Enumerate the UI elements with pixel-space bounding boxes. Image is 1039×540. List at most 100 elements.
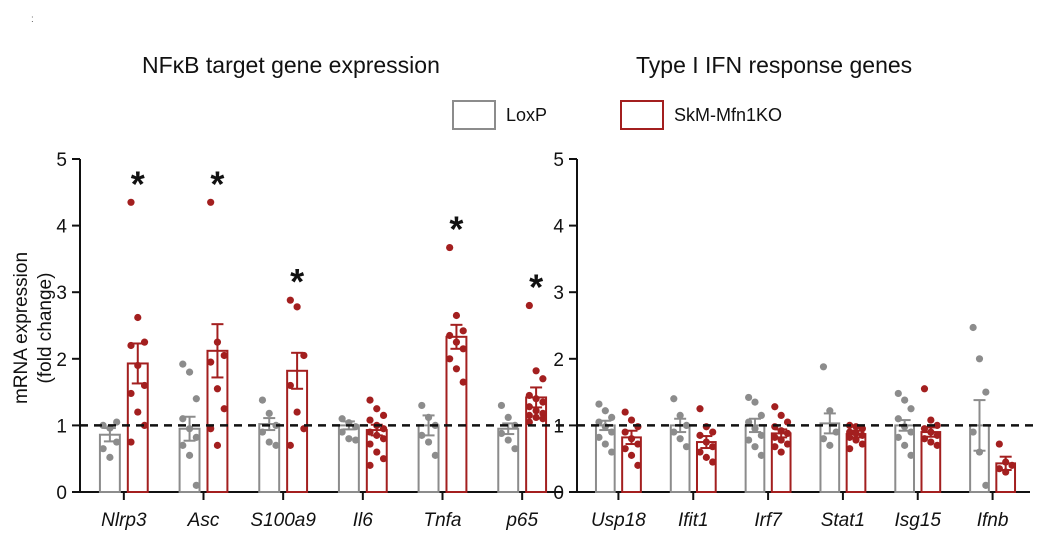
panel0-data-point — [504, 436, 512, 444]
panel1-data-point — [621, 428, 629, 436]
panel0-data-point — [539, 415, 547, 423]
panel1-data-point — [757, 431, 765, 439]
panel0-data-point — [185, 368, 194, 376]
panel0-data-point — [99, 421, 107, 429]
panel1-data-point — [894, 389, 902, 398]
panel0-data-point — [338, 428, 346, 436]
panel0-data-point — [366, 396, 374, 404]
panel1-data-point — [982, 388, 990, 396]
panel1-data-point — [846, 433, 854, 441]
panel1-data-point — [982, 481, 990, 489]
panel0-data-point — [213, 441, 222, 449]
panel1-y-tick-label: 3 — [553, 283, 564, 304]
panel1-data-point — [927, 438, 935, 446]
panel1-data-point — [751, 398, 759, 406]
panel0-data-point — [134, 313, 142, 322]
panel0-data-point — [532, 407, 540, 415]
panel1-data-point — [634, 461, 642, 469]
panel0-data-point — [207, 425, 215, 433]
panel0-data-point — [272, 441, 280, 449]
panel1-data-point — [858, 440, 866, 448]
panel1-data-point — [975, 448, 984, 456]
panel1-data-point — [745, 418, 753, 426]
panel0-data-point — [179, 360, 187, 368]
panel1-data-point — [1002, 458, 1010, 466]
panel0-data-point — [258, 428, 267, 436]
panel1-y-tick-label: 2 — [553, 350, 564, 371]
panel1-data-point — [995, 440, 1003, 448]
panel1-data-point — [751, 443, 759, 451]
panel1-data-point — [777, 436, 785, 444]
panel0-data-point — [300, 351, 308, 360]
panel1-data-point — [920, 425, 929, 433]
panel0-y-tick-label: 3 — [56, 283, 67, 304]
panel0-data-point — [192, 433, 200, 441]
panel1-data-point — [894, 415, 902, 423]
panel1-data-point — [745, 393, 753, 402]
legend-label-loxp: LoxP — [506, 104, 548, 125]
panel1-data-point — [771, 443, 779, 451]
panel1-data-point — [907, 405, 915, 413]
panel0-data-point — [497, 429, 506, 437]
panel0-data-point — [446, 355, 454, 363]
panel1-data-point — [1002, 468, 1010, 476]
panel1-data-point — [858, 425, 866, 433]
panel0-data-point — [185, 425, 194, 433]
panel1-data-point — [819, 363, 828, 371]
panel1-data-point — [601, 407, 609, 415]
panel0-data-point — [293, 303, 301, 311]
panel1-data-point — [927, 416, 935, 424]
panel1-data-point — [601, 440, 609, 448]
panel1-data-point — [846, 428, 854, 436]
panel0-data-point — [418, 401, 426, 410]
panel1-data-point — [676, 435, 684, 443]
panel1-data-point — [595, 433, 603, 441]
panel1-data-point — [608, 448, 616, 456]
panel1-data-point — [1008, 461, 1016, 469]
panel0-y-tick-label: 4 — [56, 217, 67, 238]
panel1-data-point — [933, 421, 941, 429]
panel1-data-point — [621, 445, 629, 453]
panel1-data-point — [670, 428, 678, 436]
panel1-data-point — [682, 443, 691, 451]
panel0-data-point — [293, 408, 301, 416]
panel0-data-point — [106, 453, 114, 461]
panel1-data-point — [702, 438, 710, 446]
panel0-category-label: Asc — [187, 510, 220, 531]
panel0-data-point — [539, 375, 547, 383]
panel1-data-point — [696, 448, 704, 456]
panel0-category-label: p65 — [505, 510, 538, 531]
corner-mark: : — [31, 14, 34, 25]
panel1-y-tick-label: 4 — [553, 217, 564, 238]
panel0-data-point — [286, 381, 294, 390]
panel1-data-point — [826, 407, 834, 415]
panel0-data-point — [525, 411, 533, 420]
panel1-data-point — [777, 448, 785, 456]
panel1-data-point — [783, 429, 792, 437]
panel1-data-point — [745, 436, 753, 444]
panel0-data-point — [192, 481, 200, 489]
panel0-data-point — [366, 461, 374, 469]
panel0-data-point — [373, 405, 381, 413]
panel1-data-point — [757, 451, 765, 459]
legend-item-ko: SkM-Mfn1KO — [620, 99, 782, 131]
panel0-data-point — [525, 301, 533, 310]
panel0-data-point — [431, 451, 439, 459]
panel0-data-point — [532, 413, 540, 422]
panel1-data-point — [771, 403, 779, 411]
panel0-data-point — [424, 438, 433, 446]
panel0-data-point — [446, 243, 454, 252]
panel0-data-point — [213, 338, 222, 346]
panel1-y-tick-label: 0 — [553, 483, 564, 504]
panel1-data-point — [595, 400, 603, 408]
panel0-category-label: Nlrp3 — [101, 510, 147, 531]
panel0-data-point — [525, 403, 533, 411]
panel1-category-label: Usp18 — [591, 510, 646, 531]
panel0-data-point — [352, 436, 360, 444]
panel1-data-point — [682, 421, 691, 429]
panel0-data-point — [99, 445, 107, 453]
panel0-data-point — [192, 395, 200, 403]
panel0-data-point — [532, 395, 540, 403]
panel0-data-point — [452, 311, 461, 320]
